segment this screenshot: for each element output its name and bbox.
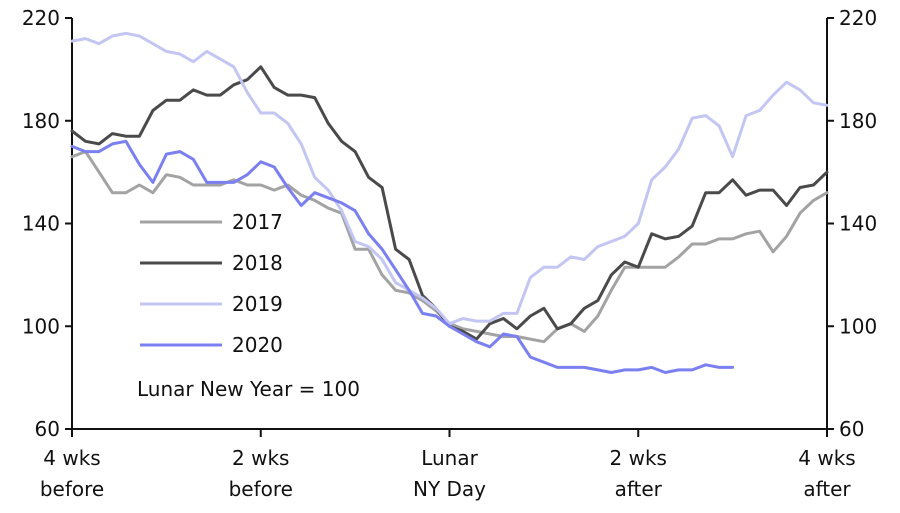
series-line-2020 bbox=[70, 139, 735, 374]
y-tick-label-left: 140 bbox=[22, 212, 60, 236]
x-tick-label-line: Lunar bbox=[421, 446, 478, 470]
legend-label-2017: 2017 bbox=[232, 210, 283, 234]
y-tick-label-left: 100 bbox=[22, 314, 60, 338]
y-tick-label-right: 140 bbox=[839, 212, 877, 236]
y-tick-label-right: 220 bbox=[839, 6, 877, 30]
y-tick-label-left: 220 bbox=[22, 6, 60, 30]
x-tick-label-line: 2 wks bbox=[610, 446, 667, 470]
series-layer bbox=[70, 31, 829, 374]
series-line-2018 bbox=[70, 65, 829, 341]
legend-label-2019: 2019 bbox=[232, 292, 283, 316]
x-tick-label-line: 4 wks bbox=[43, 446, 100, 470]
x-tick-label-line: 4 wks bbox=[798, 446, 855, 470]
x-tick-label-line: before bbox=[229, 477, 293, 501]
y-tick-label-right: 180 bbox=[839, 109, 877, 133]
series-line-2017 bbox=[70, 150, 829, 344]
x-tick-label: 2 wks before bbox=[229, 446, 293, 501]
x-tick-label: 2 wks after bbox=[610, 446, 667, 501]
series-line-2019 bbox=[70, 31, 829, 326]
y-tick-label-left: 60 bbox=[35, 417, 60, 441]
y-tick-label-right: 100 bbox=[839, 314, 877, 338]
y-tick-label-left: 180 bbox=[22, 109, 60, 133]
x-tick-label: 4 wks before bbox=[40, 446, 104, 501]
y-tick-label-right: 60 bbox=[839, 417, 864, 441]
x-tick-label-line: before bbox=[40, 477, 104, 501]
legend: 2017 2018 2019 2020 bbox=[140, 210, 283, 357]
legend-label-2018: 2018 bbox=[232, 251, 283, 275]
x-tick-label-line: 2 wks bbox=[232, 446, 289, 470]
x-tick-label: 4 wks after bbox=[798, 446, 855, 501]
x-tick-label: Lunar NY Day bbox=[413, 446, 486, 501]
x-tick-label-line: after bbox=[803, 477, 851, 501]
x-tick-label-line: after bbox=[615, 477, 663, 501]
x-tick-label-line: NY Day bbox=[413, 477, 486, 501]
legend-label-2020: 2020 bbox=[232, 333, 283, 357]
chart-annotation: Lunar New Year = 100 bbox=[137, 377, 360, 401]
